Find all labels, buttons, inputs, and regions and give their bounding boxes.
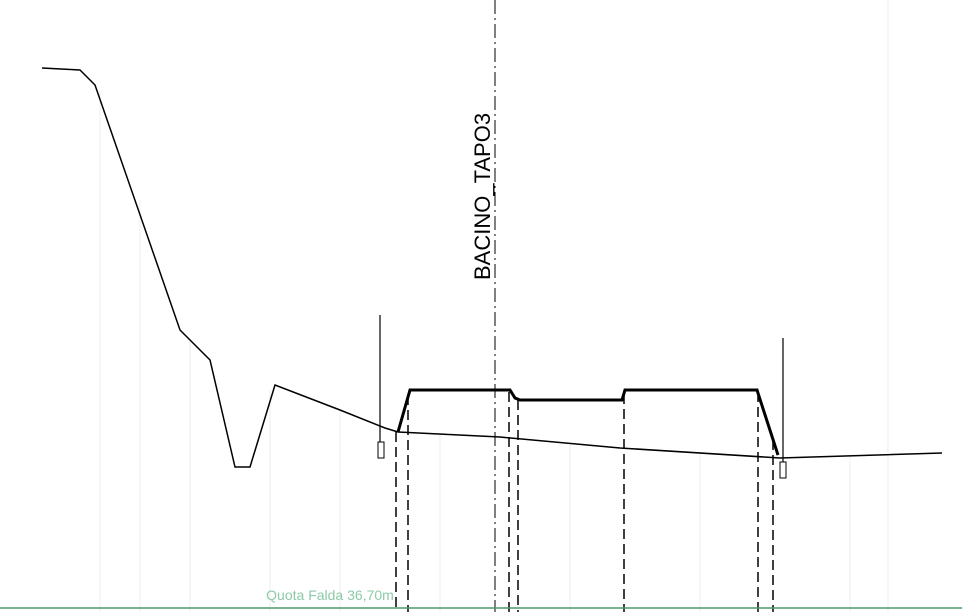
terrain-profile [41, 67, 943, 468]
water-table-label: Quota Falda 36,70m [266, 587, 394, 603]
dashed-verticals [395, 392, 774, 612]
embankment [396, 388, 780, 456]
marker [377, 441, 385, 459]
faint-verticals [99, 0, 889, 612]
marker [779, 461, 787, 479]
section-label: BACINO_TAPO3 [470, 113, 495, 280]
